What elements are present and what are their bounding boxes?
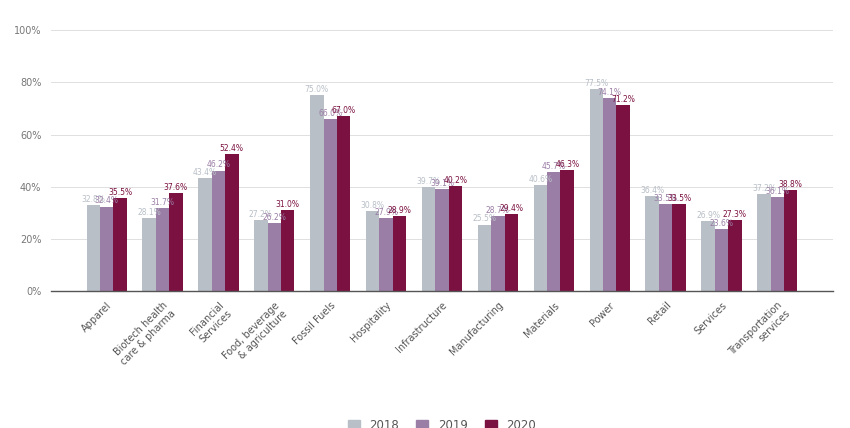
Text: 71.2%: 71.2% [611,95,635,104]
Bar [113,199,127,291]
Bar [156,208,169,291]
Bar [616,105,630,291]
Bar [310,95,324,291]
Text: 31.0%: 31.0% [275,200,300,209]
Text: 52.4%: 52.4% [220,144,244,153]
Text: 27.2%: 27.2% [249,210,273,219]
Text: 43.4%: 43.4% [193,168,217,177]
Bar [547,172,560,291]
Text: 26.9%: 26.9% [696,211,720,220]
Text: 23.6%: 23.6% [710,220,734,229]
Text: 36.1%: 36.1% [765,187,790,196]
Text: 30.8%: 30.8% [360,201,385,210]
Text: 28.7%: 28.7% [486,206,510,215]
Bar [254,220,268,291]
Text: 32.4%: 32.4% [94,196,119,205]
Text: 74.1%: 74.1% [598,88,621,97]
Bar [491,216,505,291]
Text: 40.6%: 40.6% [529,175,553,184]
Bar [449,186,462,291]
Text: 33.5%: 33.5% [667,193,691,202]
Bar [645,196,659,291]
Bar [478,225,491,291]
Bar [435,189,449,291]
Bar [590,89,603,291]
Text: 27.3%: 27.3% [722,210,747,219]
Legend: 2018, 2019, 2020: 2018, 2019, 2020 [344,416,540,428]
Text: 67.0%: 67.0% [332,106,355,115]
Text: 75.0%: 75.0% [305,85,329,94]
Bar [281,210,294,291]
Bar [379,218,393,291]
Text: 31.7%: 31.7% [150,198,174,207]
Text: 66.0%: 66.0% [318,109,343,118]
Bar [268,223,281,291]
Bar [422,187,435,291]
Text: 45.7%: 45.7% [541,162,566,171]
Bar [659,204,672,291]
Bar [143,218,156,291]
Bar [771,197,784,291]
Bar [212,170,225,291]
Text: 28.1%: 28.1% [137,208,161,217]
Bar [198,178,212,291]
Text: 46.2%: 46.2% [207,160,230,169]
Text: 26.2%: 26.2% [263,213,286,222]
Text: 33.5%: 33.5% [654,193,677,202]
Bar [701,221,715,291]
Bar [560,170,574,291]
Text: 40.2%: 40.2% [444,176,468,185]
Bar [784,190,797,291]
Text: 36.4%: 36.4% [640,186,664,195]
Bar [534,185,547,291]
Bar [603,98,616,291]
Text: 77.5%: 77.5% [584,79,609,88]
Bar [505,214,518,291]
Text: 35.5%: 35.5% [108,188,132,197]
Text: 46.3%: 46.3% [555,160,579,169]
Bar [672,204,686,291]
Text: 39.7%: 39.7% [416,178,440,187]
Bar [87,205,100,291]
Bar [393,216,406,291]
Text: 28.9%: 28.9% [388,205,411,214]
Bar [337,116,350,291]
Bar [757,194,771,291]
Text: 37.6%: 37.6% [164,183,188,192]
Text: 39.1%: 39.1% [430,179,454,188]
Bar [100,207,113,291]
Bar [715,229,728,291]
Bar [728,220,741,291]
Bar [225,155,239,291]
Text: 29.4%: 29.4% [499,204,524,213]
Text: 38.8%: 38.8% [779,180,802,189]
Text: 27.9%: 27.9% [374,208,398,217]
Bar [324,119,337,291]
Text: 37.2%: 37.2% [752,184,776,193]
Bar [169,193,183,291]
Text: 32.8%: 32.8% [82,196,105,205]
Text: 25.5%: 25.5% [473,214,496,223]
Bar [366,211,379,291]
